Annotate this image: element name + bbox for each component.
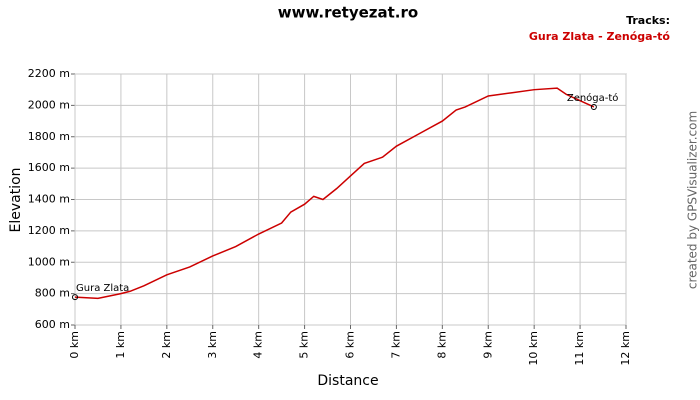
x-tick-label: 1 km [114, 331, 127, 359]
y-tick-label: 1600 m [28, 161, 70, 174]
x-tick-label: 7 km [389, 331, 402, 359]
elevation-line [74, 87, 595, 300]
y-tick-label: 600 m [35, 318, 70, 331]
waypoint-label: Zenóga-tó [567, 92, 619, 104]
chart-title: www.retyezat.ro [278, 4, 418, 22]
x-tick-label: 3 km [206, 331, 219, 359]
x-tick-label: 0 km [68, 331, 81, 359]
x-tick-label: 6 km [344, 331, 357, 359]
y-tick-label: 1200 m [28, 224, 70, 237]
y-tick-label: 1400 m [28, 193, 70, 206]
x-tick-label: 2 km [160, 331, 173, 359]
x-tick-label: 9 km [481, 331, 494, 359]
waypoint [590, 103, 597, 110]
x-tick-label: 5 km [298, 331, 311, 359]
waypoint [72, 294, 78, 301]
credit: created by GPSVisualizer.com [686, 111, 700, 289]
y-tick-label: 1800 m [28, 130, 70, 143]
x-tick-label: 10 km [527, 331, 540, 366]
y-tick-label: 1000 m [28, 255, 70, 268]
x-axis-label: Distance [317, 373, 378, 389]
y-tick-label: 2000 m [28, 98, 70, 111]
legend-title: Tracks: [626, 14, 670, 27]
waypoint-label: Gura Zlata [76, 283, 129, 294]
x-tick-label: 12 km [619, 331, 632, 366]
y-tick-label: 800 m [35, 287, 70, 300]
x-tick-label: 8 km [435, 331, 448, 359]
y-tick-label: 2200 m [28, 67, 70, 80]
x-tick-label: 11 km [573, 331, 586, 366]
x-tick-label: 4 km [252, 331, 265, 359]
y-axis-label: Elevation [8, 167, 24, 232]
legend-entry: Gura Zlata - Zenóga-tó [529, 30, 671, 43]
